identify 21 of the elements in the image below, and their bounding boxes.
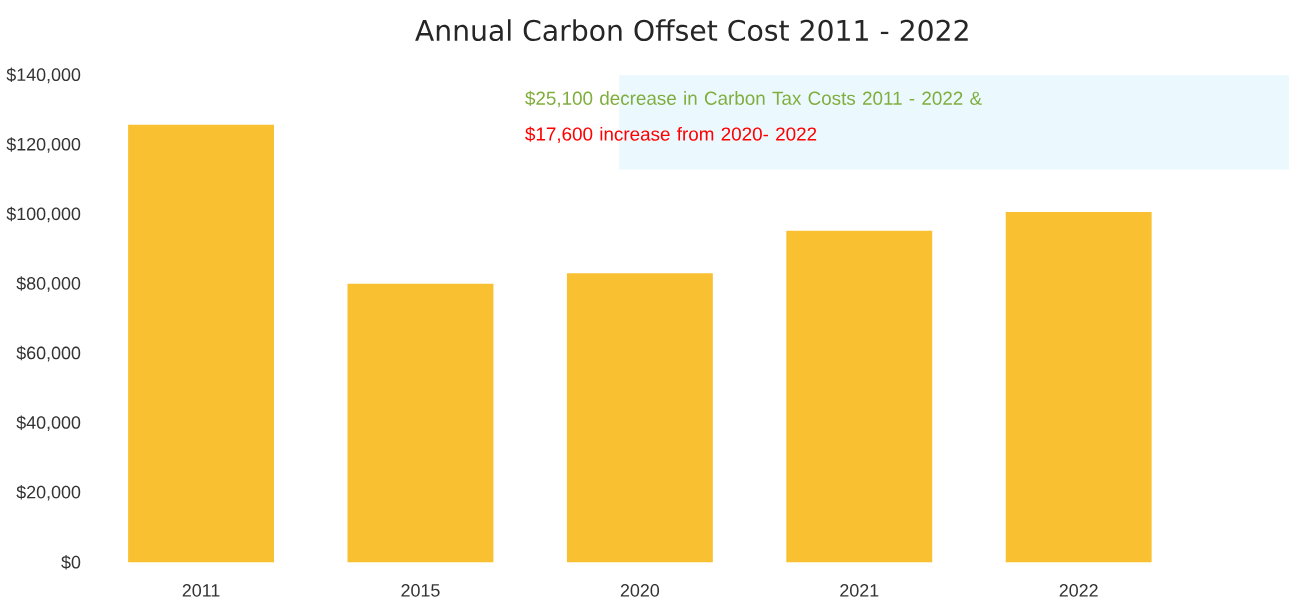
bar [128, 124, 275, 563]
x-tick-label: 2015 [401, 584, 440, 597]
y-tick-label: $40,000 [16, 415, 81, 432]
bar [347, 283, 494, 563]
chart-title: Annual Carbon Offset Cost 2011 - 2022 [415, 19, 968, 42]
bar [786, 231, 933, 563]
x-tick-label: 2021 [840, 584, 879, 597]
y-tick-label: $80,000 [16, 276, 81, 293]
y-tick-label: $20,000 [16, 485, 81, 501]
x-tick-label: 2011 [182, 584, 220, 597]
x-tick-label: 2022 [1059, 584, 1098, 597]
y-tick-label: $120,000 [6, 137, 81, 153]
y-tick-label: $60,000 [16, 346, 81, 362]
annotation: $17,600 increase from 2020- 2022 [525, 126, 817, 144]
annotation: $25,100 decrease in Carbon Tax Costs 2011 - 2022 & [525, 90, 982, 108]
bar [566, 273, 713, 563]
bar [1005, 212, 1152, 563]
y-tick-label: $100,000 [6, 206, 81, 223]
y-tick-label: $0 [61, 555, 81, 570]
x-tick-label: 2020 [620, 584, 660, 597]
y-tick-label: $140,000 [6, 67, 81, 84]
